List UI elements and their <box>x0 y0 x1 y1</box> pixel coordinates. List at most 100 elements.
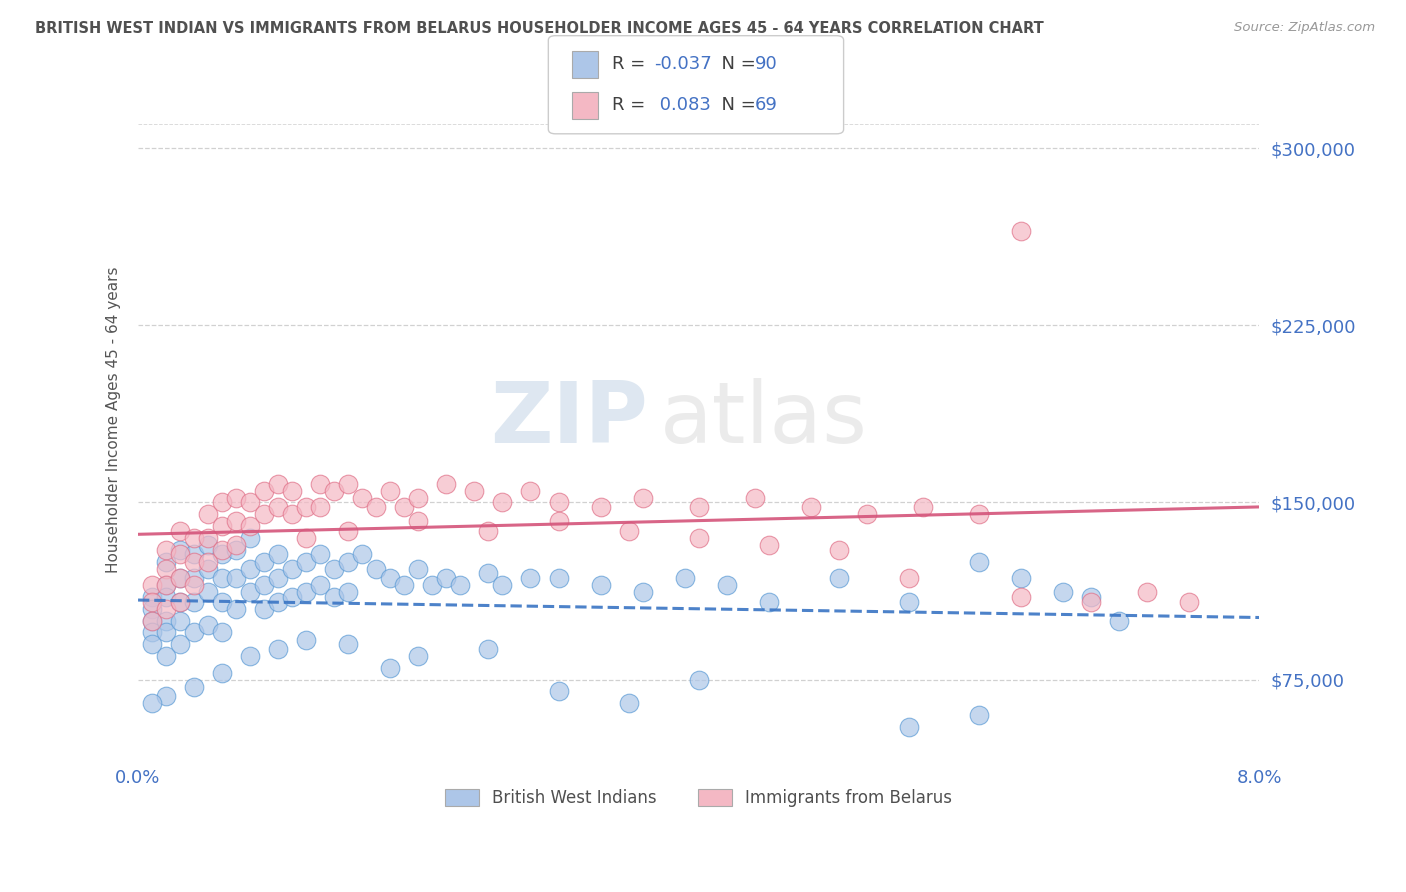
Point <box>463 483 485 498</box>
Text: atlas: atlas <box>659 378 868 461</box>
Point <box>267 595 290 609</box>
Point <box>1010 571 1032 585</box>
Point <box>1136 585 1159 599</box>
Point <box>197 538 219 552</box>
Point <box>380 483 402 498</box>
Point <box>141 614 163 628</box>
Point <box>309 476 332 491</box>
Point <box>337 524 360 538</box>
Point <box>267 642 290 657</box>
Point <box>744 491 766 505</box>
Point <box>337 476 360 491</box>
Text: R =: R = <box>612 96 651 114</box>
Point <box>239 648 262 663</box>
Point <box>394 578 416 592</box>
Point <box>758 538 780 552</box>
Point <box>183 578 205 592</box>
Point <box>547 514 569 528</box>
Point <box>169 571 191 585</box>
Point <box>267 548 290 562</box>
Point <box>408 561 430 575</box>
Point <box>422 578 444 592</box>
Point <box>828 542 851 557</box>
Point <box>267 476 290 491</box>
Point <box>155 625 177 640</box>
Point <box>673 571 696 585</box>
Point <box>197 618 219 632</box>
Point <box>547 495 569 509</box>
Point <box>688 500 710 515</box>
Point <box>547 571 569 585</box>
Text: N =: N = <box>710 96 762 114</box>
Point <box>141 625 163 640</box>
Text: R =: R = <box>612 55 651 73</box>
Point <box>617 524 640 538</box>
Text: N =: N = <box>710 55 762 73</box>
Point <box>155 561 177 575</box>
Point <box>380 661 402 675</box>
Text: -0.037: -0.037 <box>654 55 711 73</box>
Point <box>1052 585 1074 599</box>
Point <box>295 500 318 515</box>
Point <box>197 555 219 569</box>
Point <box>688 531 710 545</box>
Point <box>155 648 177 663</box>
Point <box>519 571 541 585</box>
Point <box>967 708 990 723</box>
Point <box>141 590 163 604</box>
Point <box>197 531 219 545</box>
Point <box>211 595 233 609</box>
Point <box>141 637 163 651</box>
Text: 0.083: 0.083 <box>654 96 710 114</box>
Point <box>337 585 360 599</box>
Point <box>281 508 304 522</box>
Point <box>155 614 177 628</box>
Text: BRITISH WEST INDIAN VS IMMIGRANTS FROM BELARUS HOUSEHOLDER INCOME AGES 45 - 64 Y: BRITISH WEST INDIAN VS IMMIGRANTS FROM B… <box>35 21 1043 36</box>
Point <box>295 585 318 599</box>
Point <box>225 491 247 505</box>
Point <box>141 696 163 710</box>
Point <box>225 571 247 585</box>
Point <box>309 548 332 562</box>
Point <box>547 684 569 698</box>
Point <box>323 561 346 575</box>
Point <box>589 578 612 592</box>
Point <box>211 665 233 680</box>
Point <box>155 578 177 592</box>
Y-axis label: Householder Income Ages 45 - 64 years: Householder Income Ages 45 - 64 years <box>107 267 121 573</box>
Point <box>380 571 402 585</box>
Point <box>366 561 388 575</box>
Point <box>225 602 247 616</box>
Point <box>169 614 191 628</box>
Point <box>716 578 738 592</box>
Point <box>1108 614 1130 628</box>
Point <box>434 476 457 491</box>
Point <box>449 578 471 592</box>
Point <box>239 495 262 509</box>
Point <box>631 585 654 599</box>
Point <box>183 680 205 694</box>
Point <box>323 590 346 604</box>
Point <box>800 500 823 515</box>
Point <box>897 720 920 734</box>
Point <box>911 500 934 515</box>
Point <box>169 548 191 562</box>
Text: 69: 69 <box>755 96 778 114</box>
Legend: British West Indians, Immigrants from Belarus: British West Indians, Immigrants from Be… <box>439 782 959 814</box>
Point <box>1178 595 1201 609</box>
Point <box>211 495 233 509</box>
Point <box>309 500 332 515</box>
Point <box>253 602 276 616</box>
Point <box>967 555 990 569</box>
Point <box>211 625 233 640</box>
Point <box>183 555 205 569</box>
Point <box>141 614 163 628</box>
Point <box>197 585 219 599</box>
Point <box>239 585 262 599</box>
Text: Source: ZipAtlas.com: Source: ZipAtlas.com <box>1234 21 1375 34</box>
Point <box>828 571 851 585</box>
Point <box>141 595 163 609</box>
Point <box>281 590 304 604</box>
Point <box>309 578 332 592</box>
Point <box>253 555 276 569</box>
